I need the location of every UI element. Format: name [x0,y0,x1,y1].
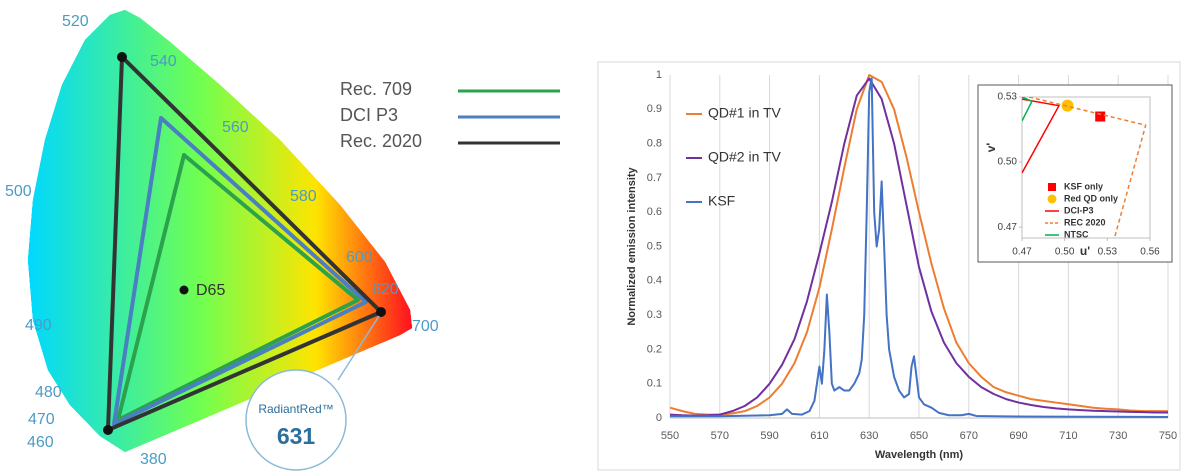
badge [246,370,346,470]
y-tick-label: 0.47 [998,222,1018,233]
legend-label: REC 2020 [1064,217,1106,227]
legend-label: Rec. 2020 [340,131,422,151]
wavelength-label: 520 [62,13,89,30]
x-tick-label: 710 [1059,430,1077,442]
wavelength-label: 480 [35,384,62,401]
spectral-locus [28,10,412,452]
white-point-label: D65 [196,282,225,299]
x-tick-label: 0.50 [1055,247,1075,258]
legend-label: DCI P3 [340,105,398,125]
x-tick-label: 670 [960,430,978,442]
legend-label: NTSC [1064,229,1089,239]
y-tick-label: 0 [656,412,662,424]
y-tick-label: 0.6 [647,206,662,218]
x-tick-label: 590 [760,430,778,442]
y-tick-label: 0.50 [998,157,1018,168]
wavelength-label: 580 [290,188,317,205]
legend-label: DCI-P3 [1064,205,1094,215]
badge-name: RadiantRed™ [258,402,333,416]
y-tick-label: 0.53 [998,92,1018,103]
x-tick-label: 630 [860,430,878,442]
y-tick-label: 0.2 [647,343,662,355]
x-tick-label: 0.53 [1098,247,1118,258]
white-point-dot [180,286,189,295]
x-tick-label: 0.56 [1140,247,1160,258]
wavelength-label: 700 [412,318,439,335]
x-tick-label: 690 [1009,430,1027,442]
x-tick-label: 750 [1159,430,1177,442]
x-tick-label: 0.47 [1012,247,1032,258]
x-tick-label: 650 [910,430,928,442]
y-tick-label: 0.8 [647,138,662,150]
legend-label: KSF [708,193,735,209]
y-axis-title: v' [984,143,998,153]
x-tick-label: 610 [810,430,828,442]
wavelength-label: 620 [372,281,399,298]
y-axis-title: Normalized emission intensity [626,166,638,325]
badge-value: 631 [277,423,316,449]
x-axis-title: u' [1080,244,1090,258]
x-axis-title: Wavelength (nm) [875,449,964,461]
x-tick-label: 570 [711,430,729,442]
legend-label: QD#2 in TV [708,149,782,165]
wavelength-label: 600 [346,249,373,266]
wavelength-label: 460 [27,434,54,451]
y-tick-label: 0.7 [647,172,662,184]
y-tick-label: 0.5 [647,240,662,252]
legend-label: QD#1 in TV [708,105,782,121]
primary-dot [103,425,113,435]
wavelength-label: 470 [28,411,55,428]
y-tick-label: 1 [656,69,662,81]
legend-label: Red QD only [1064,193,1118,203]
y-tick-label: 0.9 [647,103,662,115]
point [1095,112,1105,122]
x-tick-label: 730 [1109,430,1127,442]
x-tick-label: 550 [661,430,679,442]
legend-swatch [1048,183,1056,191]
primary-dot [376,307,386,317]
y-tick-label: 0.3 [647,309,662,321]
wavelength-label: 490 [25,317,52,334]
wavelength-label: 380 [140,451,167,468]
wavelength-label: 560 [222,119,249,136]
wavelength-label: 500 [5,183,32,200]
y-tick-label: 0.1 [647,378,662,390]
legend-swatch [1048,195,1057,204]
page: Rec. 709 DCI P3 Rec. 2020 D65 520 540 560 580 60… [0,0,1187,475]
legend-label: KSF only [1064,181,1103,191]
legend-label: Rec. 709 [340,79,412,99]
y-tick-label: 0.4 [647,275,662,287]
wavelength-label: 540 [150,53,177,70]
primary-dot [117,52,127,62]
